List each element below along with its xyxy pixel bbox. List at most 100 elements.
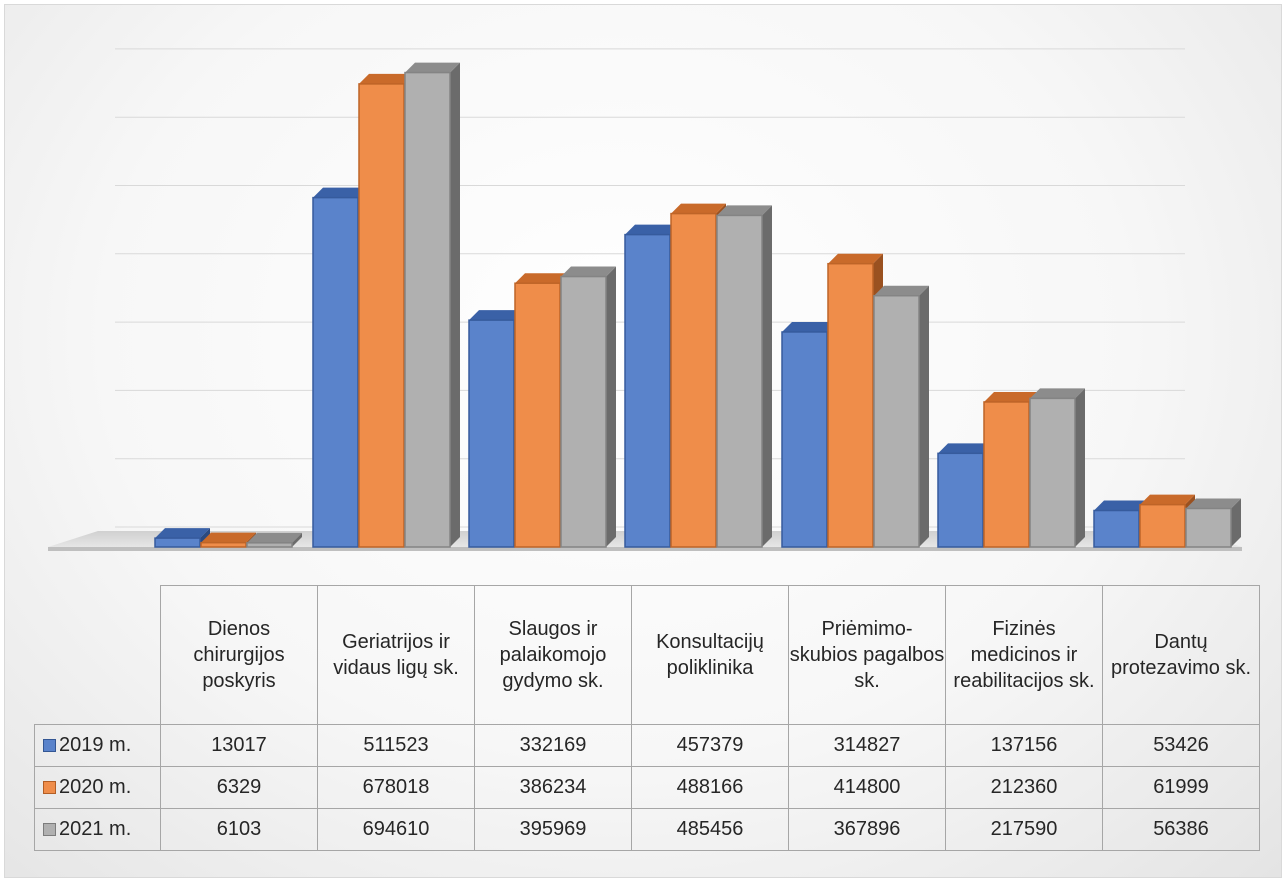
table-cell: 56386 — [1102, 808, 1260, 851]
legend-entry: 2021 m. — [34, 808, 161, 851]
bar-front — [781, 331, 828, 548]
bar-front — [1139, 503, 1186, 548]
bar-top — [1030, 388, 1085, 399]
bar-top — [671, 203, 726, 214]
bar-top — [1140, 494, 1195, 505]
bar-front — [200, 541, 247, 548]
bar — [827, 253, 883, 548]
bar — [716, 205, 772, 548]
bar-top — [1094, 500, 1149, 511]
bar-front — [358, 83, 405, 548]
bar — [873, 285, 929, 548]
bar — [1029, 388, 1085, 548]
table-cell: 332169 — [474, 724, 632, 767]
table-cell: 6329 — [160, 766, 318, 809]
table-row: 2021 m. 6103 694610 395969 485456 367896 21759… — [34, 808, 1260, 851]
bar-top — [1186, 498, 1241, 509]
table-cell: 61999 — [1102, 766, 1260, 809]
table-cell: 488166 — [631, 766, 789, 809]
bar — [560, 266, 616, 548]
bar — [1185, 498, 1241, 548]
bar-top — [828, 253, 883, 264]
bar-top — [984, 391, 1039, 402]
table-cell: 386234 — [474, 766, 632, 809]
table-cell: 414800 — [788, 766, 946, 809]
bar-top — [561, 266, 616, 277]
bar-side — [450, 62, 460, 548]
legend-key — [43, 823, 56, 836]
table-cell: 367896 — [788, 808, 946, 851]
bar-front — [873, 294, 920, 548]
category-header: Priėmimo-skubios pagalbos sk. — [788, 585, 946, 725]
bar-top — [515, 273, 570, 284]
bar-front — [670, 212, 717, 548]
bar-front — [624, 233, 671, 548]
bar-side — [292, 532, 302, 547]
table-cell: 395969 — [474, 808, 632, 851]
table-row: 2019 m. 13017 511523 332169 457379 314827 1371… — [34, 724, 1260, 767]
series-name: 2021 m. — [59, 818, 132, 840]
category-header: Slaugos ir palaikomojo gydymo sk. — [474, 585, 632, 725]
bar-top — [247, 532, 302, 543]
bar — [246, 532, 302, 548]
category-header: Geriatrijos ir vidaus ligų sk. — [317, 585, 475, 725]
bar-top — [201, 532, 256, 543]
bar-top — [405, 62, 460, 73]
bar-side — [762, 205, 772, 548]
category-header: Fizinės medicinos ir reabilitacijos sk. — [945, 585, 1103, 725]
bar-front — [716, 214, 763, 548]
bar-top — [469, 310, 524, 321]
bar-top — [938, 443, 993, 454]
bar-top — [155, 528, 210, 539]
bar-front — [154, 537, 201, 548]
bar — [312, 187, 368, 548]
plot-area — [48, 48, 1242, 551]
bar-front — [468, 319, 515, 548]
bar-front — [246, 542, 293, 548]
bar-front — [404, 71, 451, 548]
bar-front — [983, 401, 1030, 548]
table-corner — [34, 585, 161, 725]
bar-front — [514, 282, 561, 548]
table-cell: 314827 — [788, 724, 946, 767]
table-cell: 511523 — [317, 724, 475, 767]
chart-floor-edge — [48, 547, 1242, 551]
bar-side — [1075, 388, 1085, 547]
bar — [404, 62, 460, 548]
legend-key — [43, 739, 56, 752]
legend-entry: 2020 m. — [34, 766, 161, 809]
category-header: Dantų protezavimo sk. — [1102, 585, 1260, 725]
bar-front — [827, 262, 874, 548]
series-name: 2019 m. — [59, 734, 132, 756]
bar-top — [313, 187, 368, 198]
table-cell: 13017 — [160, 724, 318, 767]
bar-side — [1231, 498, 1241, 547]
legend-entry: 2019 m. — [34, 724, 161, 767]
table-cell: 678018 — [317, 766, 475, 809]
bar-front — [312, 196, 359, 548]
category-header: Konsultacijų poliklinika — [631, 585, 789, 725]
bar-side — [919, 285, 929, 547]
table-cell: 217590 — [945, 808, 1103, 851]
table-cell: 212360 — [945, 766, 1103, 809]
table-cell: 485456 — [631, 808, 789, 851]
bar-side — [606, 266, 616, 547]
bar-top — [717, 205, 772, 216]
table-cell: 694610 — [317, 808, 475, 851]
data-table: Dienos chirurgijos poskyris Geriatrijos i… — [34, 585, 1260, 851]
category-header: Dienos chirurgijos poskyris — [160, 585, 318, 725]
bar-top — [782, 321, 837, 332]
table-cell: 457379 — [631, 724, 789, 767]
bar-front — [1093, 509, 1140, 548]
bar-top — [625, 224, 680, 235]
bar-front — [1185, 507, 1232, 548]
table-cell: 137156 — [945, 724, 1103, 767]
legend-key — [43, 781, 56, 794]
table-header-row: Dienos chirurgijos poskyris Geriatrijos i… — [34, 585, 1260, 725]
table-row: 2020 m. 6329 678018 386234 488166 414800 21236… — [34, 766, 1260, 809]
bar-front — [937, 452, 984, 548]
table-cell: 6103 — [160, 808, 318, 851]
bar-front — [1029, 397, 1076, 548]
bar-top — [359, 73, 414, 84]
bar-front — [560, 275, 607, 548]
